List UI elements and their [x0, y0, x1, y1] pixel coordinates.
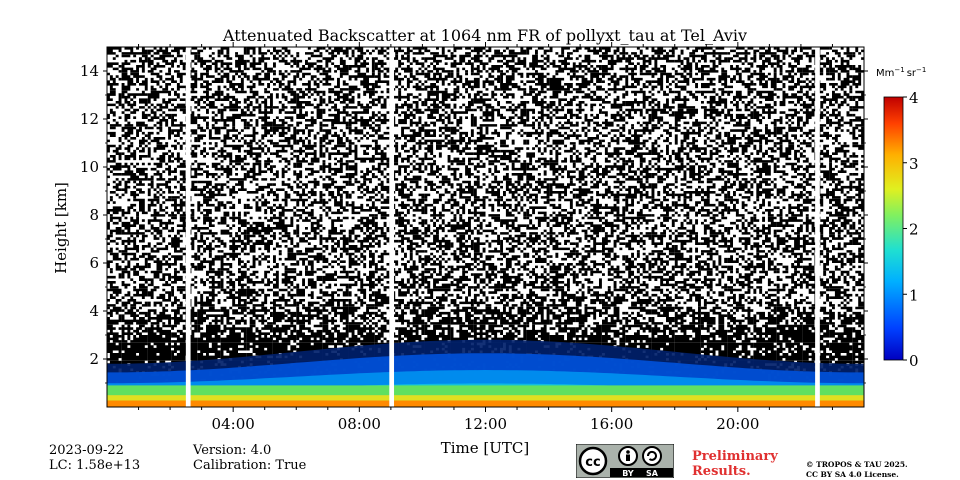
by-icon-body — [626, 454, 630, 461]
copyright-note: © TROPOS & TAU 2025. CC BY SA 4.0 Licens… — [806, 460, 908, 480]
boundary-layer — [107, 339, 864, 407]
by-icon-head — [626, 450, 630, 454]
y-tick-label: 8 — [89, 206, 99, 224]
x-tick-label: 04:00 — [212, 415, 255, 433]
y-tick-label: 10 — [80, 158, 99, 176]
y-tick-label: 14 — [80, 62, 99, 80]
x-tick-label: 16:00 — [590, 415, 633, 433]
data-gap-0 — [185, 47, 191, 407]
colorbar-tick-label: 3 — [909, 155, 919, 173]
preliminary-line2: Results. — [692, 464, 751, 479]
chart-title: Attenuated Backscatter at 1064 nm FR of … — [222, 26, 747, 45]
colorbar-unit: Mm−1 sr−1 — [876, 66, 926, 79]
colorbar-tick-label: 2 — [909, 221, 919, 239]
colorbar-tick-label: 0 — [909, 352, 919, 370]
x-axis: 04:00 08:00 12:00 16:00 20:00 — [138, 42, 833, 433]
colorbar-ticks: 0 1 2 3 4 — [903, 89, 919, 370]
colorbar-unit-base2: sr — [907, 68, 917, 79]
preliminary-results-note: Preliminary Results. — [692, 449, 778, 479]
x-axis-label: Time [UTC] — [441, 439, 530, 457]
colorbar-gradient — [884, 97, 903, 360]
x-tick-label: 12:00 — [464, 415, 507, 433]
data-gap-1 — [389, 47, 395, 407]
copyright-line2: CC BY SA 4.0 License. — [806, 470, 899, 479]
preliminary-line1: Preliminary — [692, 449, 778, 464]
footer-lc: LC: 1.58e+13 — [49, 458, 141, 473]
cc-icon — [578, 446, 608, 476]
colorbar-tick-label: 4 — [909, 89, 919, 107]
colorbar-tick-label: 1 — [909, 286, 919, 304]
footer-version: Version: 4.0 — [193, 443, 272, 458]
data-gap-2 — [815, 47, 820, 407]
y-axis-label: Height [km] — [52, 182, 70, 274]
y-tick-label: 6 — [89, 254, 99, 272]
y-tick-label: 12 — [80, 110, 99, 128]
colorbar-unit-exp1: −1 — [894, 66, 904, 74]
plot-area — [107, 47, 864, 407]
data-gaps — [185, 47, 820, 407]
surface-layer-orange — [107, 400, 864, 407]
cc-icon-text: cc — [585, 455, 600, 470]
by-label: BY — [622, 469, 634, 478]
colorbar-unit-base1: Mm — [876, 68, 894, 79]
y-axis: 2 4 6 8 10 12 14 — [80, 62, 868, 384]
surface-layer-green — [107, 385, 864, 396]
sa-label: SA — [646, 469, 659, 478]
cc-by-sa-badge: cc BY SA — [576, 444, 674, 478]
surface-layer-yellow — [107, 395, 864, 401]
copyright-line1: © TROPOS & TAU 2025. — [806, 460, 908, 469]
footer-date: 2023-09-22 — [49, 443, 124, 458]
x-tick-label: 20:00 — [716, 415, 759, 433]
y-tick-label: 4 — [89, 302, 99, 320]
sa-icon-arrow — [646, 450, 657, 461]
y-tick-label: 2 — [89, 350, 99, 368]
sa-icon — [642, 446, 662, 466]
cc-badge-strip — [610, 468, 673, 477]
x-tick-label: 08:00 — [338, 415, 381, 433]
colorbar-unit-exp2: −1 — [916, 66, 926, 74]
footer-calibration: Calibration: True — [193, 458, 307, 473]
